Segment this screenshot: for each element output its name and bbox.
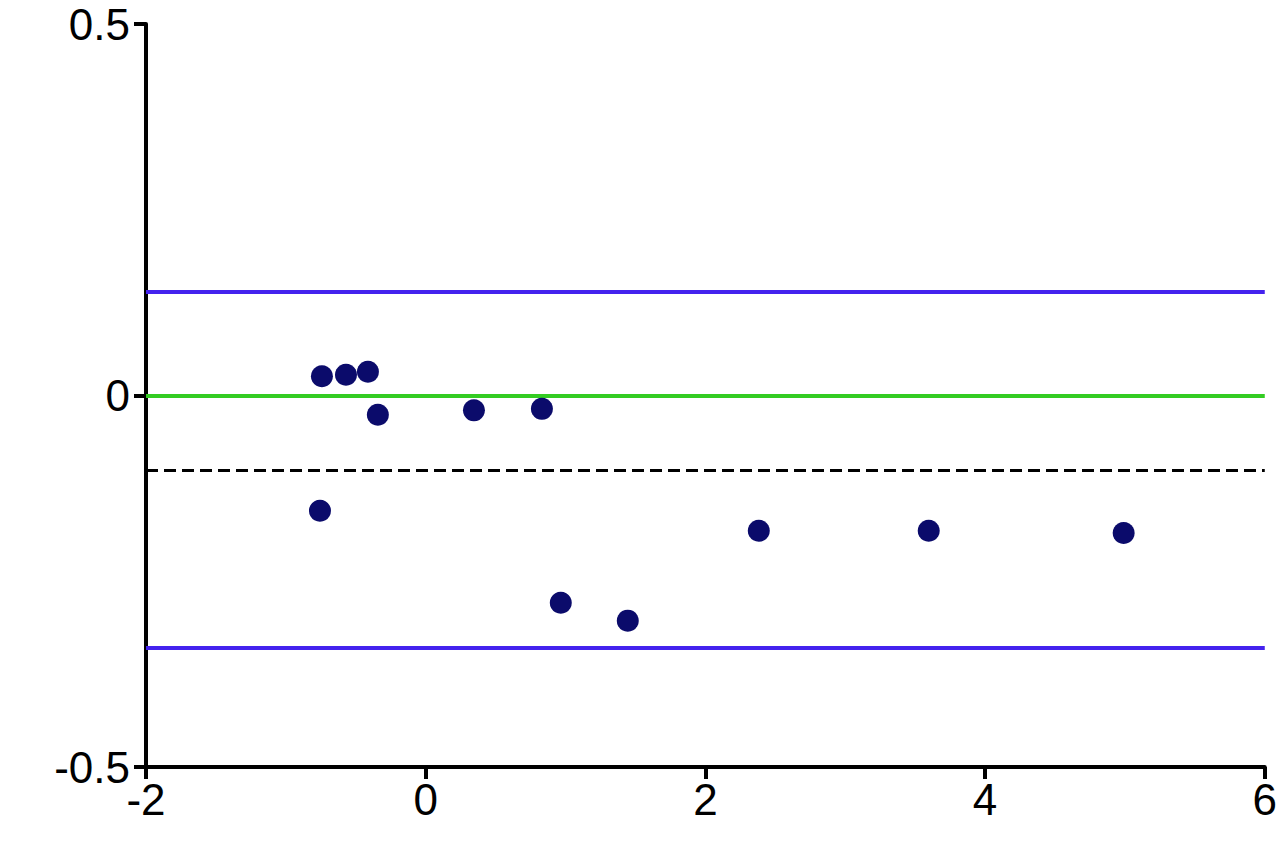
svg-text:-0.5: -0.5 (54, 743, 130, 792)
svg-text:2: 2 (693, 775, 717, 824)
svg-text:6: 6 (1253, 775, 1277, 824)
svg-text:-2: -2 (126, 775, 165, 824)
svg-text:0.5: 0.5 (69, 0, 130, 49)
svg-text:4: 4 (973, 775, 997, 824)
svg-text:0: 0 (413, 775, 437, 824)
svg-text:0: 0 (106, 371, 130, 420)
